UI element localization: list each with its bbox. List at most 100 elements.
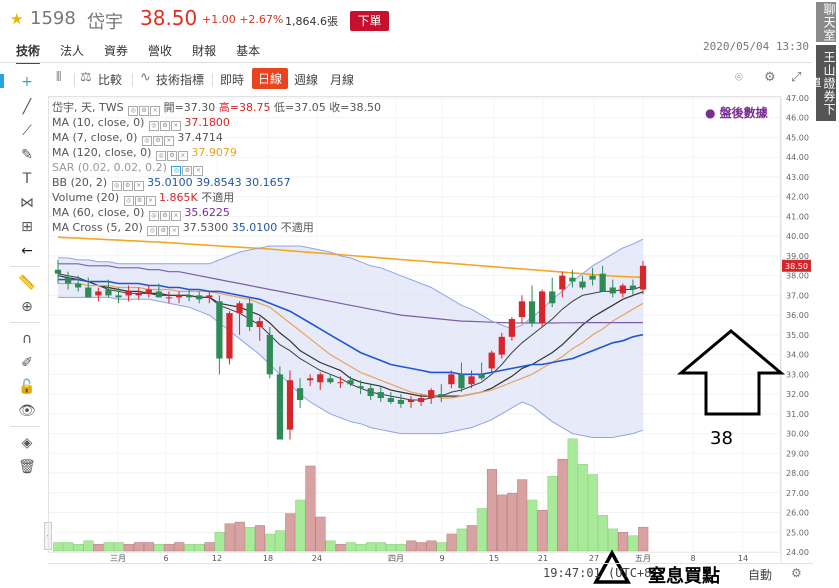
y-tick-label: 41.00: [786, 212, 809, 221]
settings-toggle-icon[interactable]: ⚙: [182, 166, 193, 176]
close-toggle-icon[interactable]: ×: [169, 226, 180, 236]
order-button[interactable]: 下單: [350, 11, 389, 31]
close-toggle-icon[interactable]: ×: [133, 181, 144, 191]
legend-bb-label: BB (20, 2): [52, 176, 108, 189]
trend-line-icon[interactable]: ╱: [22, 99, 32, 115]
volume-bar: [174, 542, 185, 552]
fullscreen-icon[interactable]: ⤢: [791, 70, 802, 85]
auto-scale-button[interactable]: 自動: [748, 568, 773, 582]
volume-bar: [416, 542, 427, 552]
eye-toggle-icon[interactable]: ◎: [128, 106, 139, 116]
compare-button[interactable]: 比較: [98, 73, 123, 87]
tab-basic[interactable]: 基本: [236, 44, 261, 58]
x-tick-label: 21: [538, 554, 548, 563]
volume-bar: [325, 540, 336, 552]
text-tool-icon[interactable]: T: [22, 171, 32, 187]
legend-ma60-label: MA (60, close, 0): [52, 206, 145, 219]
camera-icon[interactable]: ⌾: [735, 70, 743, 85]
crosshair-icon[interactable]: +: [21, 74, 33, 90]
settings-toggle-icon[interactable]: ⚙: [159, 211, 170, 221]
close-toggle-icon[interactable]: ×: [170, 211, 181, 221]
volume-bar: [93, 543, 104, 552]
lock-drawing-icon[interactable]: ✐: [21, 355, 33, 371]
close-toggle-icon[interactable]: ×: [145, 196, 156, 206]
layers-icon[interactable]: ◈: [21, 435, 33, 451]
zoom-in-icon[interactable]: ⊕: [21, 299, 33, 315]
legend-open: 開=37.30: [163, 101, 216, 114]
eye-toggle-icon[interactable]: ◎: [123, 196, 134, 206]
candle-body: [508, 319, 516, 337]
compare-icon[interactable]: ⚖: [80, 70, 92, 85]
close-toggle-icon[interactable]: ×: [170, 121, 181, 131]
series-line: [58, 238, 644, 330]
magnet-icon[interactable]: ∩: [21, 331, 33, 347]
indicators-button[interactable]: 技術指標: [156, 73, 205, 87]
eye-toggle-icon[interactable]: ◎: [147, 226, 158, 236]
settings-toggle-icon[interactable]: ⚙: [139, 106, 150, 116]
settings-toggle-icon[interactable]: ⚙: [166, 151, 177, 161]
close-toggle-icon[interactable]: ×: [163, 136, 174, 146]
broker-order-button[interactable]: 王山證券下單: [808, 45, 836, 121]
eye-toggle-icon[interactable]: ◎: [148, 121, 159, 131]
settings-toggle-icon[interactable]: ⚙: [159, 121, 170, 131]
tab-revenue[interactable]: 營收: [148, 44, 173, 58]
back-arrow-icon[interactable]: ←: [21, 243, 33, 259]
indicator-icon[interactable]: ∿: [140, 70, 151, 85]
eye-hidden-icon[interactable]: ◎: [171, 166, 182, 176]
candle-body: [357, 386, 364, 389]
favorite-star-icon[interactable]: ★: [10, 10, 24, 28]
visibility-eye-icon[interactable]: 👁: [18, 403, 36, 419]
section-tabs: 技術 法人 資券 營收 財報 基本: [16, 42, 280, 64]
ruler-icon[interactable]: 📏: [18, 275, 36, 291]
volume-bar: [244, 526, 255, 552]
legend-macross-extra: 不適用: [280, 221, 314, 234]
volume-bar: [265, 533, 276, 552]
toolbar-divider: [10, 322, 40, 323]
data-datetime: 2020/05/04 13:30: [703, 40, 809, 53]
close-toggle-icon[interactable]: ×: [150, 106, 161, 116]
eye-toggle-icon[interactable]: ◎: [111, 181, 122, 191]
eye-toggle-icon[interactable]: ◎: [155, 151, 166, 161]
chat-room-button[interactable]: 聊天室: [816, 2, 836, 42]
close-toggle-icon[interactable]: ×: [177, 151, 188, 161]
scale-settings-icon[interactable]: ⚙: [791, 566, 802, 580]
volume-bar: [587, 474, 598, 552]
settings-toggle-icon[interactable]: ⚙: [134, 196, 145, 206]
eye-toggle-icon[interactable]: ◎: [141, 136, 152, 146]
eye-toggle-icon[interactable]: ◎: [148, 211, 159, 221]
unlock-icon[interactable]: 🔓: [18, 379, 36, 395]
pattern-tool-icon[interactable]: ⋈: [20, 195, 34, 211]
daily-button[interactable]: 日線: [252, 68, 289, 89]
settings-toggle-icon[interactable]: ⚙: [158, 226, 169, 236]
volume-bar: [497, 494, 508, 552]
settings-toggle-icon[interactable]: ⚙: [152, 136, 163, 146]
tab-technical[interactable]: 技術: [16, 42, 41, 64]
trash-icon[interactable]: 🗑: [18, 459, 36, 475]
y-tick-label: 47.00: [786, 94, 809, 103]
candle-body: [428, 390, 435, 399]
prediction-tool-icon[interactable]: ⊞: [21, 219, 33, 235]
tab-institutional[interactable]: 法人: [60, 44, 85, 58]
volume-bar: [547, 475, 558, 552]
candle-body: [196, 295, 203, 300]
fib-tool-icon[interactable]: ⟋: [22, 123, 32, 139]
weekly-button[interactable]: 週線: [294, 73, 319, 87]
bottom-divider: [48, 563, 813, 564]
tab-margin[interactable]: 資券: [104, 44, 129, 58]
intraday-button[interactable]: 即時: [220, 73, 245, 87]
candle-body: [397, 400, 405, 404]
chart-type-icon[interactable]: ⫴: [56, 70, 62, 85]
brush-icon[interactable]: ✎: [21, 147, 33, 163]
settings-gear-icon[interactable]: ⚙: [764, 70, 776, 85]
candle-body: [85, 287, 92, 298]
legend-macross-v2: 35.0100: [231, 221, 278, 234]
tab-financials[interactable]: 財報: [192, 44, 217, 58]
close-toggle-icon[interactable]: ×: [193, 166, 204, 176]
monthly-button[interactable]: 月線: [330, 73, 355, 87]
after-hours-label: ● 盤後數據: [705, 106, 768, 120]
settings-toggle-icon[interactable]: ⚙: [122, 181, 133, 191]
chart-grid: [49, 97, 781, 553]
candle-body: [296, 388, 304, 401]
volume-bar: [254, 525, 266, 552]
